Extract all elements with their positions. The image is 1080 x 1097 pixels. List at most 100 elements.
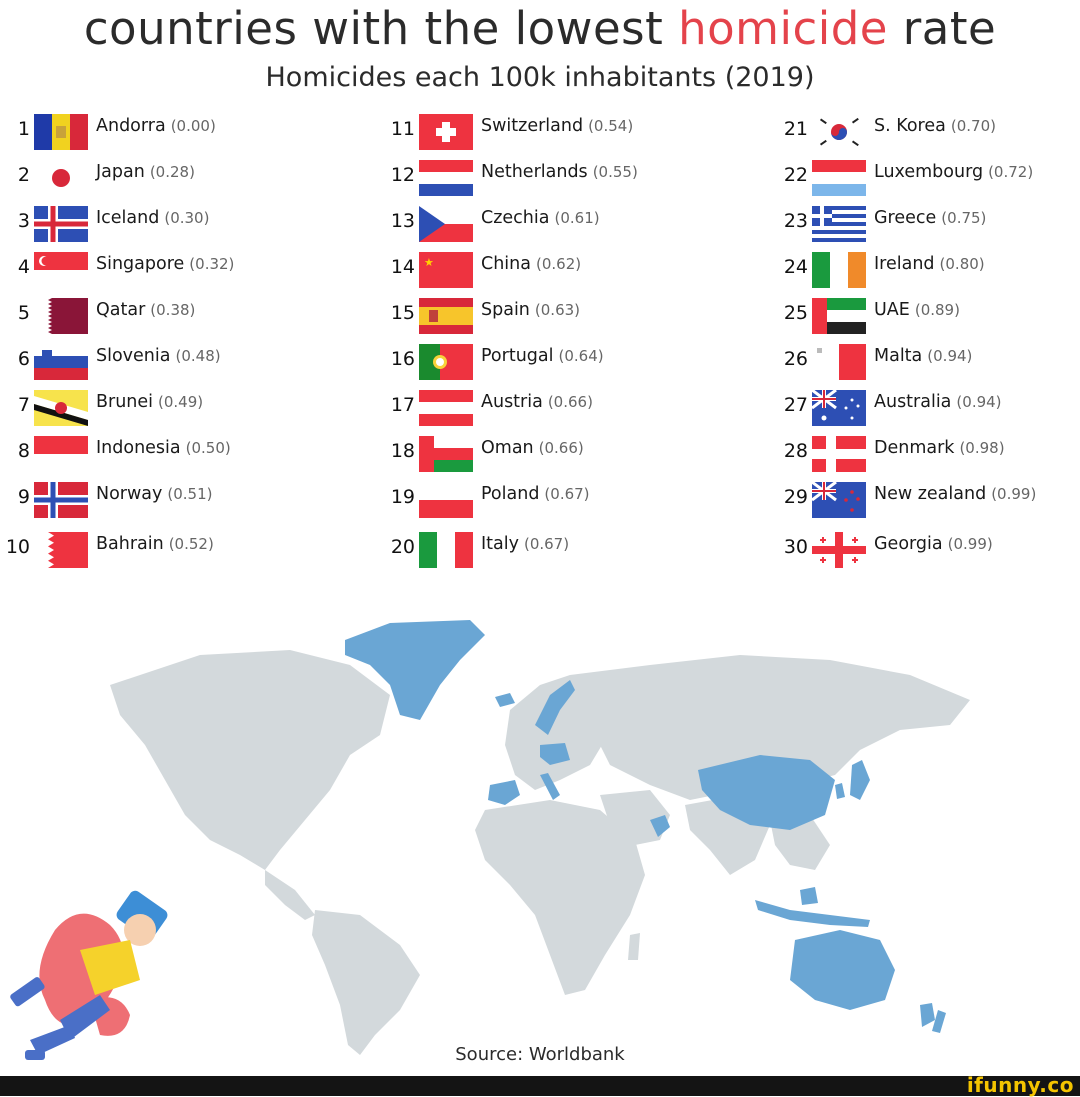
country-entry: 28 Denmark (0.98)	[778, 430, 1078, 474]
country-name-text: Norway	[96, 484, 163, 504]
country-name-text: Bahrain	[96, 534, 164, 554]
switzerland-flag-icon	[419, 114, 473, 150]
country-entry: 24 Ireland (0.80)	[778, 246, 1078, 290]
country-rank: 18	[390, 440, 415, 462]
indonesia-flag-icon	[34, 436, 88, 472]
country-rank: 10	[5, 536, 30, 558]
homicide-rate: (0.98)	[959, 439, 1005, 457]
country-name: Portugal (0.64)	[481, 346, 604, 366]
italy-flag-icon	[419, 532, 473, 568]
slovenia-flag-icon	[34, 344, 88, 380]
homicide-rate: (0.28)	[149, 163, 195, 181]
homicide-rate: (0.67)	[544, 485, 590, 503]
world-map	[90, 615, 990, 1055]
country-name-text: Spain	[481, 300, 530, 320]
country-entry: 21 S. Korea (0.70)	[778, 108, 1078, 152]
country-entry: 12 Netherlands (0.55)	[385, 154, 685, 198]
denmark-flag-icon	[812, 436, 866, 472]
bottom-bar	[0, 1076, 1080, 1096]
country-rank: 8	[17, 440, 30, 462]
country-entry: 11 Switzerland (0.54)	[385, 108, 685, 152]
country-name: Georgia (0.99)	[874, 534, 993, 554]
homicide-rate: (0.67)	[523, 535, 570, 553]
country-rank: 6	[17, 348, 30, 370]
country-entry: 25 UAE (0.89)	[778, 292, 1078, 336]
country-rank: 4	[17, 256, 30, 278]
country-rank: 9	[17, 486, 30, 508]
poland-flag-icon	[419, 482, 473, 518]
homicide-rate: (0.50)	[185, 439, 231, 457]
country-entry: 20 Italy (0.67)	[385, 526, 685, 570]
country-name: Netherlands (0.55)	[481, 162, 638, 182]
country-name-text: Singapore	[96, 254, 185, 274]
country-rank: 27	[783, 394, 808, 416]
country-name: Denmark (0.98)	[874, 438, 1005, 458]
homicide-rate: (0.75)	[941, 209, 987, 227]
country-entry: 18 Oman (0.66)	[385, 430, 685, 474]
china-flag-icon: ★	[419, 252, 473, 288]
homicide-rate: (0.32)	[189, 255, 235, 273]
country-entry: 6 Slovenia (0.48)	[0, 338, 300, 382]
watermark-logo: ifunny.co	[966, 1073, 1074, 1097]
country-name: China (0.62)	[481, 254, 581, 274]
homicide-rate: (0.49)	[158, 393, 204, 411]
fallen-person-icon	[10, 890, 168, 1060]
country-rank: 28	[783, 440, 808, 462]
luxembourg-flag-icon	[812, 160, 866, 196]
country-name-text: Qatar	[96, 300, 146, 320]
country-name: S. Korea (0.70)	[874, 116, 996, 136]
homicide-rate: (0.72)	[988, 163, 1034, 181]
country-name: Australia (0.94)	[874, 392, 1002, 412]
oman-flag-icon	[419, 436, 473, 472]
country-entry: 29 New zealand (0.99)	[778, 476, 1078, 520]
homicide-rate: (0.63)	[534, 301, 581, 319]
page-title: countries with the lowest homicide rate	[83, 2, 997, 55]
country-name-text: Oman	[481, 438, 534, 458]
homicide-rate: (0.66)	[538, 439, 584, 457]
country-name-text: Poland	[481, 484, 540, 504]
country-entry: 30 Georgia (0.99)	[778, 526, 1078, 570]
singapore-flag-icon	[34, 252, 88, 288]
fallen-person-illustration	[0, 890, 200, 1070]
homicide-rate: (0.30)	[164, 209, 210, 227]
country-rank: 20	[390, 536, 415, 558]
country-entry: 3 Iceland (0.30)	[0, 200, 300, 244]
country-rank: 19	[390, 486, 415, 508]
country-entry: 23 Greece (0.75)	[778, 200, 1078, 244]
country-entry: 5 Qatar (0.38)	[0, 292, 300, 336]
country-rank: 29	[783, 486, 808, 508]
country-rank: 22	[783, 164, 808, 186]
country-name: Malta (0.94)	[874, 346, 972, 366]
norway-flag-icon	[34, 482, 88, 518]
country-name-text: New zealand	[874, 484, 987, 504]
andorra-flag-icon	[34, 114, 88, 150]
country-entry: 26 Malta (0.94)	[778, 338, 1078, 382]
homicide-rate: (0.52)	[168, 535, 214, 553]
country-name: Bahrain (0.52)	[96, 534, 214, 554]
south-korea-flag-icon	[812, 114, 866, 150]
country-name-text: Australia	[874, 392, 952, 412]
country-rank: 3	[17, 210, 30, 232]
uae-flag-icon	[812, 298, 866, 334]
homicide-rate: (0.62)	[536, 255, 582, 273]
country-entry: 7 Brunei (0.49)	[0, 384, 300, 428]
australia-flag-icon	[812, 390, 866, 426]
homicide-rate: (0.64)	[558, 347, 604, 365]
country-name-text: Brunei	[96, 392, 154, 412]
country-name: Luxembourg (0.72)	[874, 162, 1033, 182]
country-name-text: Netherlands	[481, 162, 588, 182]
country-name: Slovenia (0.48)	[96, 346, 221, 366]
country-name: Andorra (0.00)	[96, 116, 216, 136]
country-entry: 10 Bahrain (0.52)	[0, 526, 300, 570]
country-entry: 14 ★ China (0.62)	[385, 246, 685, 290]
country-rank: 12	[390, 164, 415, 186]
georgia-flag-icon	[812, 532, 866, 568]
country-name: Norway (0.51)	[96, 484, 213, 504]
country-entry: 9 Norway (0.51)	[0, 476, 300, 520]
country-rank: 25	[783, 302, 808, 324]
country-name: Poland (0.67)	[481, 484, 590, 504]
greece-flag-icon	[812, 206, 866, 242]
country-name-text: Malta	[874, 346, 923, 366]
homicide-rate: (0.99)	[947, 535, 993, 553]
country-name: Spain (0.63)	[481, 300, 580, 320]
